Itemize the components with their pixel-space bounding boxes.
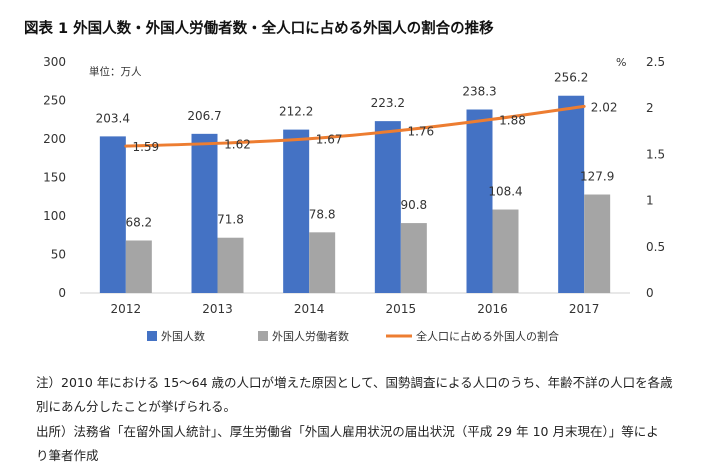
x-tick-label: 2015 (386, 302, 417, 316)
bar-foreign-residents (99, 136, 126, 293)
y-right-tick-label: 2 (646, 101, 654, 115)
bar-foreign-residents (374, 121, 401, 293)
y-right-tick-label: 1.5 (646, 147, 665, 161)
note-line-2: 別にあん分したことが挙げられる。 (36, 399, 237, 414)
bar-foreign-workers (217, 237, 244, 293)
y-right-tick-label: 1 (646, 194, 654, 208)
legend-swatch-foreign-workers (258, 331, 268, 341)
bar-foreign-workers (492, 209, 519, 293)
y-right-unit-label: % (616, 56, 626, 69)
legend-label-foreign-workers: 外国人労働者数 (272, 329, 349, 343)
note-line-1: 注）2010 年における 15～64 歳の人口が増えた原因として、国勢調査による… (36, 375, 673, 390)
source-line-2: り筆者作成 (36, 448, 99, 463)
bar-label-foreign-residents: 203.4 (96, 111, 130, 125)
bar-label-foreign-workers: 71.8 (217, 213, 244, 227)
bar-label-foreign-residents: 206.7 (187, 109, 221, 123)
y-left-unit-label: 単位：万人 (89, 65, 142, 78)
x-tick-label: 2017 (569, 302, 600, 316)
source-line-1: 出所）法務省「在留外国人統計」、厚生労働省「外国人雇用状況の届出状況（平成 29… (36, 424, 659, 439)
ratio-line (124, 104, 586, 148)
bar-label-foreign-workers: 90.8 (400, 198, 427, 212)
bar-foreign-workers (309, 232, 336, 293)
legend-label-foreign-residents: 外国人数 (161, 330, 205, 343)
bar-label-foreign-workers: 78.8 (309, 207, 336, 221)
y-left-tick-label: 200 (43, 132, 66, 146)
y-right-tick-label: 0.5 (646, 240, 665, 254)
bar-label-foreign-residents: 256.2 (554, 71, 588, 85)
x-tick-label: 2013 (202, 302, 233, 316)
combo-chart: 0 50 100 150 200 250 300 0 0.5 1 1.5 2 2.5 単位：万人% 203.… (43, 55, 665, 343)
ratio-label: 2.02 (591, 100, 618, 114)
y-left-tick-label: 150 (43, 171, 66, 185)
x-tick-label: 2014 (294, 302, 325, 316)
bar-foreign-residents (558, 95, 585, 293)
bar-foreign-workers (125, 240, 152, 293)
bar-label-foreign-residents: 212.2 (279, 105, 313, 119)
bar-foreign-workers (584, 194, 611, 293)
ratio-label: 1.76 (407, 124, 434, 138)
bar-foreign-residents (283, 129, 310, 293)
ratio-label: 1.88 (499, 113, 526, 127)
legend-label-ratio: 全人口に占める外国人の割合 (416, 329, 559, 343)
y-left-tick-label: 250 (43, 94, 66, 108)
chart-title: 図表 1 外国人数・外国人労働者数・全人口に占める外国人の割合の推移 (24, 21, 494, 37)
legend-swatch-foreign-residents (147, 331, 157, 341)
bar-label-foreign-residents: 238.3 (462, 85, 496, 99)
y-left-tick-label: 100 (43, 209, 66, 223)
y-left-tick-label: 50 (51, 248, 66, 262)
y-left-tick-label: 300 (43, 55, 66, 69)
bar-foreign-workers (400, 223, 427, 293)
x-tick-label: 2016 (477, 302, 508, 316)
bar-label-foreign-workers: 108.4 (488, 185, 522, 199)
bar-label-foreign-residents: 223.2 (371, 96, 405, 110)
y-right-tick-label: 0 (646, 286, 654, 300)
ratio-label: 1.62 (224, 137, 251, 151)
bar-foreign-residents (466, 109, 493, 293)
ratio-label: 1.59 (132, 140, 159, 154)
y-right-tick-label: 2.5 (646, 55, 665, 69)
bar-foreign-residents (191, 133, 218, 293)
x-tick-label: 2012 (111, 302, 142, 316)
y-left-tick-label: 0 (58, 286, 66, 300)
bar-label-foreign-workers: 127.9 (580, 170, 614, 184)
ratio-label: 1.67 (316, 133, 343, 147)
bar-label-foreign-workers: 68.2 (125, 215, 152, 229)
